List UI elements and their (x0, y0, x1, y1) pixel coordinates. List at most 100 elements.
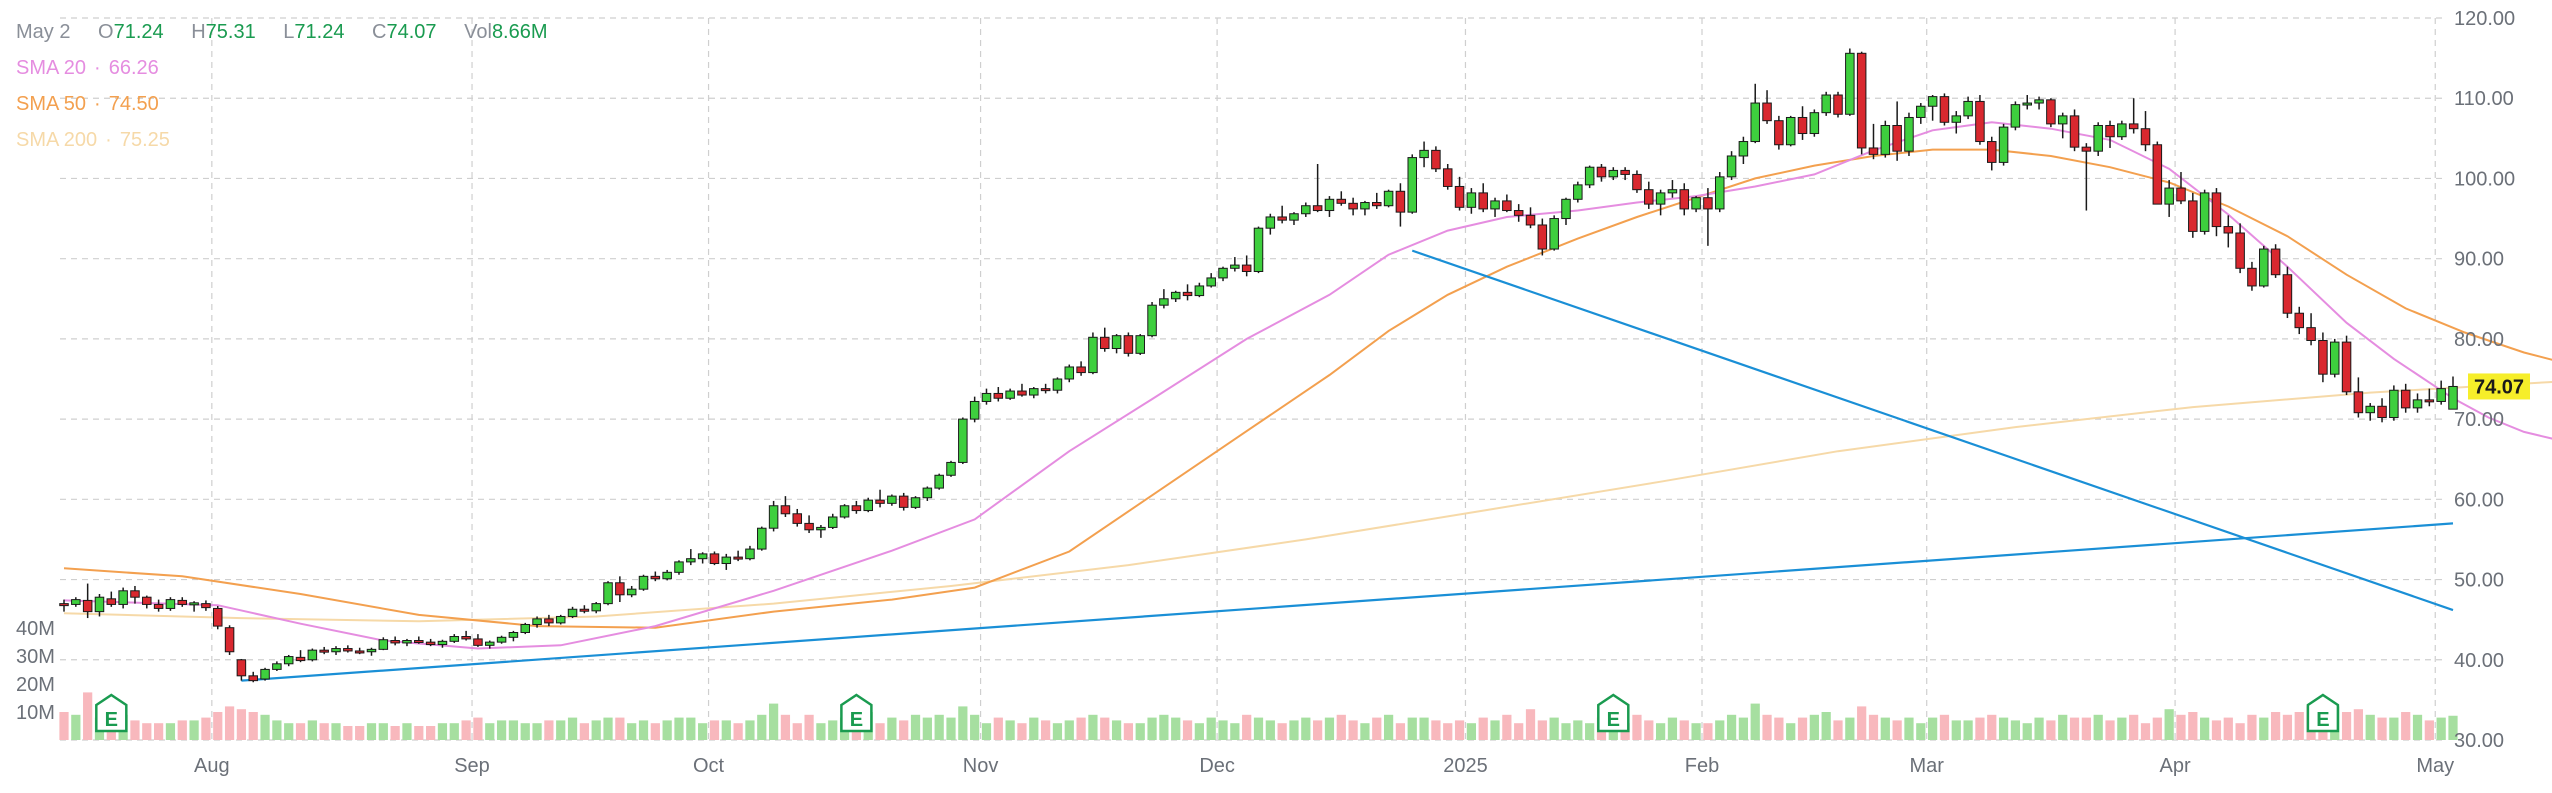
candle[interactable] (1632, 170, 1642, 193)
candle[interactable] (1691, 196, 1701, 213)
candle[interactable] (934, 473, 944, 490)
candle[interactable] (1797, 106, 1808, 140)
trendline[interactable] (1411, 249, 2454, 612)
candle[interactable] (2211, 188, 2222, 237)
candle[interactable] (2057, 112, 2068, 139)
candle[interactable] (1336, 191, 1347, 206)
candle[interactable] (59, 599, 69, 612)
candle[interactable] (260, 667, 270, 681)
candle[interactable] (1880, 120, 1891, 158)
candle[interactable] (473, 634, 483, 647)
candle[interactable] (1975, 95, 1985, 145)
candle[interactable] (674, 560, 684, 575)
candle[interactable] (425, 638, 436, 647)
candle[interactable] (1939, 93, 1950, 126)
candle[interactable] (390, 636, 400, 646)
candle[interactable] (1738, 136, 1749, 165)
candle[interactable] (2436, 380, 2446, 405)
candle[interactable] (851, 500, 862, 514)
candle[interactable] (1454, 176, 1465, 211)
candle[interactable] (650, 571, 661, 582)
candle[interactable] (1809, 109, 1820, 137)
candle[interactable] (1951, 111, 1962, 134)
candle[interactable] (1289, 212, 1299, 225)
candle[interactable] (2282, 266, 2293, 319)
candle[interactable] (757, 526, 767, 551)
candle[interactable] (768, 500, 779, 532)
earnings-marker[interactable]: E (95, 693, 128, 733)
candle[interactable] (792, 508, 803, 527)
sma50-legend[interactable]: SMA 50 · 74.50 (16, 86, 570, 122)
candle[interactable] (1395, 183, 1406, 227)
candle[interactable] (414, 636, 424, 644)
candle[interactable] (1513, 204, 1524, 222)
candle[interactable] (461, 630, 471, 641)
candle[interactable] (2164, 180, 2174, 217)
candle[interactable] (118, 587, 128, 609)
candle[interactable] (2424, 388, 2435, 407)
candle[interactable] (1111, 334, 1122, 354)
candle[interactable] (94, 593, 105, 617)
candle[interactable] (165, 597, 176, 611)
candle[interactable] (1312, 164, 1323, 213)
candle[interactable] (2235, 223, 2245, 274)
candle[interactable] (1301, 202, 1311, 217)
candle[interactable] (319, 646, 329, 655)
candle[interactable] (2270, 244, 2281, 278)
candle[interactable] (993, 387, 1004, 402)
candle[interactable] (1017, 383, 1027, 397)
candle[interactable] (1986, 136, 1997, 171)
candle[interactable] (898, 492, 909, 511)
candle[interactable] (520, 622, 531, 635)
sma200-legend[interactable]: SMA 200 · 75.25 (16, 122, 570, 158)
candle[interactable] (1525, 207, 1536, 229)
candle[interactable] (378, 637, 389, 651)
candle[interactable] (354, 647, 365, 655)
candle[interactable] (579, 605, 590, 614)
candle[interactable] (2389, 385, 2399, 421)
candle[interactable] (2105, 120, 2115, 148)
candle[interactable] (1147, 301, 1157, 338)
candle[interactable] (1265, 213, 1276, 235)
earnings-marker[interactable]: E (1597, 693, 1630, 733)
candle[interactable] (1537, 218, 1548, 256)
candle[interactable] (189, 601, 199, 612)
candle[interactable] (603, 581, 613, 606)
candle[interactable] (2093, 122, 2103, 156)
candle[interactable] (1052, 377, 1063, 394)
candle[interactable] (1608, 167, 1619, 181)
candle[interactable] (2081, 143, 2092, 211)
candle[interactable] (1833, 91, 1843, 118)
candle[interactable] (2010, 101, 2021, 131)
candle[interactable] (958, 417, 968, 465)
candle[interactable] (212, 606, 223, 630)
candle[interactable] (1726, 151, 1737, 181)
candle[interactable] (2329, 338, 2340, 378)
candle[interactable] (1703, 188, 1713, 246)
candle[interactable] (201, 600, 211, 611)
candle[interactable] (626, 585, 637, 598)
candle[interactable] (1076, 361, 1086, 376)
candle[interactable] (922, 486, 933, 501)
candle[interactable] (1159, 289, 1169, 309)
candle[interactable] (272, 661, 282, 672)
candle[interactable] (1170, 290, 1181, 302)
candle[interactable] (863, 497, 873, 513)
candle[interactable] (1774, 115, 1784, 150)
candle[interactable] (1490, 197, 1500, 217)
candle[interactable] (1064, 364, 1075, 383)
candle[interactable] (1620, 167, 1630, 181)
candle[interactable] (1206, 273, 1216, 288)
candle[interactable] (1679, 183, 1690, 216)
trendline[interactable] (241, 522, 2454, 682)
candle[interactable] (437, 639, 448, 648)
candle[interactable] (1360, 200, 1370, 216)
candle[interactable] (2259, 245, 2269, 288)
candle[interactable] (2034, 96, 2044, 110)
candle[interactable] (2247, 261, 2257, 291)
earnings-marker[interactable]: E (2306, 693, 2340, 733)
candle[interactable] (1667, 180, 1678, 198)
candle[interactable] (875, 489, 885, 508)
candle[interactable] (2046, 98, 2056, 128)
